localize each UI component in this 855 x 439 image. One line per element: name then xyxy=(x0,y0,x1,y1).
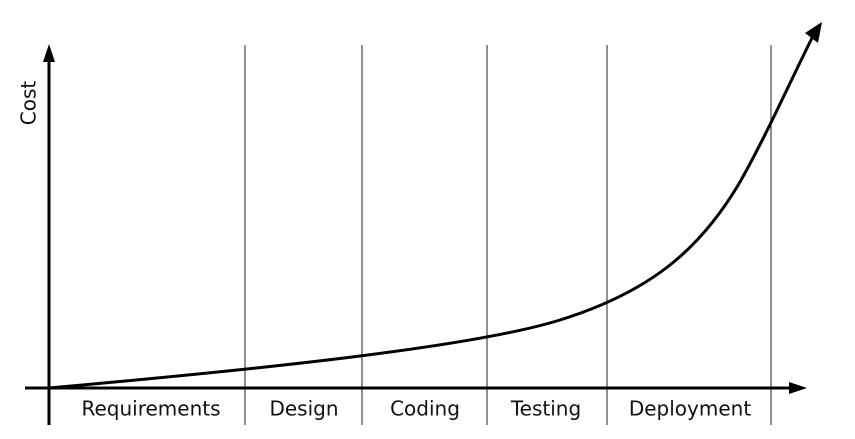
y-axis-label: Cost xyxy=(17,81,41,126)
phase-label: Design xyxy=(269,397,338,421)
phase-label: Deployment xyxy=(629,397,751,421)
cost-curve xyxy=(48,37,814,390)
phase-label: Coding xyxy=(390,397,460,421)
y-axis-arrow xyxy=(43,44,55,62)
phase-label: Requirements xyxy=(81,397,220,421)
x-axis-arrow xyxy=(789,382,807,394)
phase-label: Testing xyxy=(510,397,581,421)
curve-arrow xyxy=(805,22,822,43)
